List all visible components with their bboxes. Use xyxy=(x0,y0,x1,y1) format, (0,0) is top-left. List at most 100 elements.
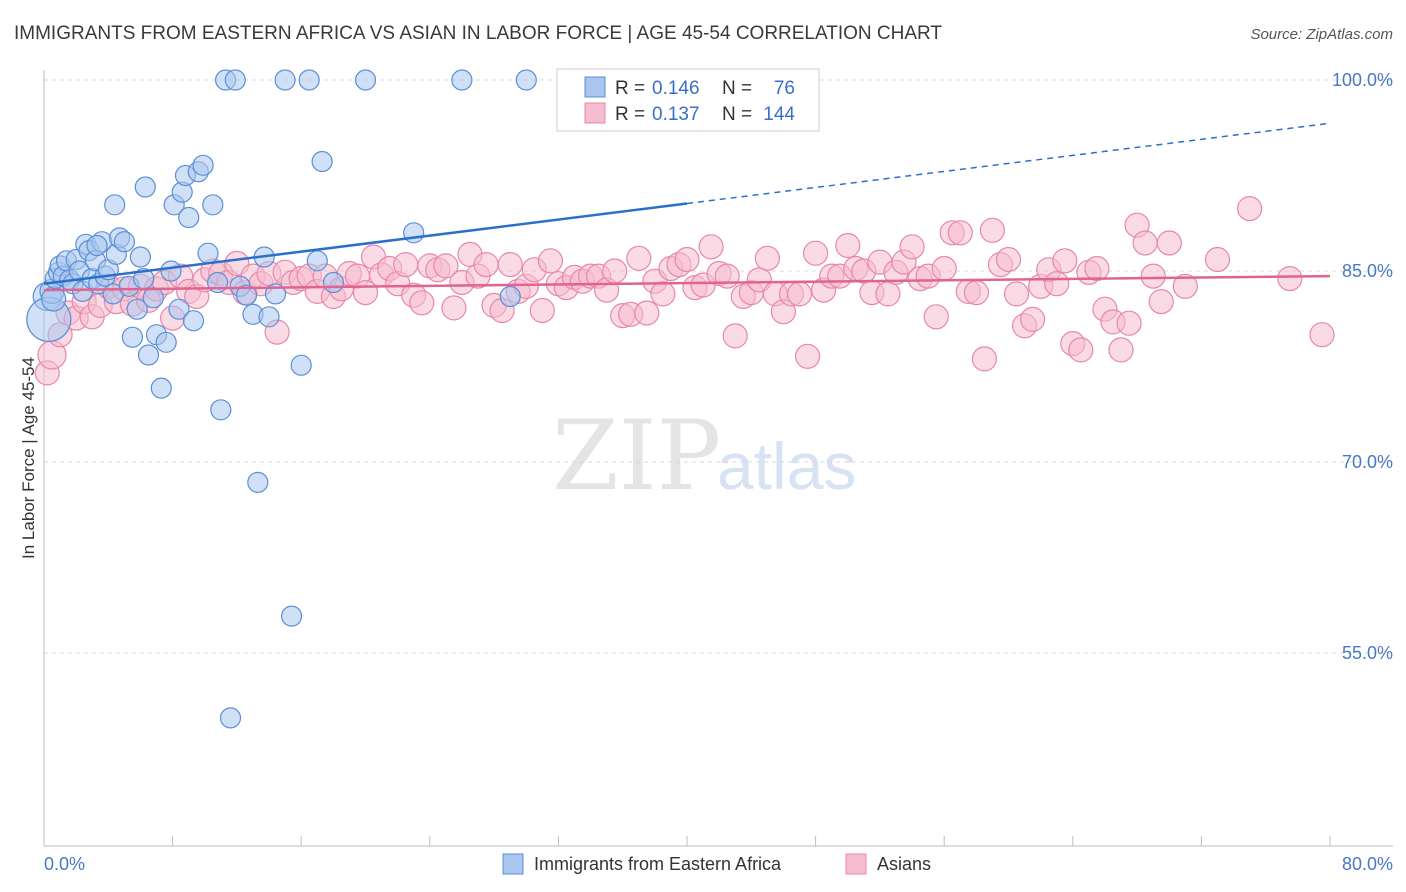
asians-point-144 xyxy=(1277,266,1303,292)
eastern-africa-point-36 xyxy=(160,260,182,282)
asians-point-112 xyxy=(931,255,957,282)
legend-n-label-2: N = xyxy=(722,104,752,125)
asians-point-126 xyxy=(1044,271,1070,297)
asians-point-145 xyxy=(1309,322,1335,348)
y-tick-label-2: 85.0% xyxy=(1342,261,1393,281)
asians-point-141 xyxy=(1172,273,1198,299)
eastern-africa-point-75 xyxy=(86,234,108,257)
eastern-africa-point-50 xyxy=(219,707,242,729)
legend-n-value-2: 144 xyxy=(763,104,795,125)
legend-r-label-1: R = xyxy=(615,78,645,99)
eastern-africa-point-73 xyxy=(134,176,156,198)
eastern-africa-point-58 xyxy=(264,283,287,305)
asians-point-71 xyxy=(602,258,628,284)
asians-point-63 xyxy=(537,248,564,274)
eastern-africa-point-63 xyxy=(306,250,328,272)
eastern-africa-point-46 xyxy=(202,194,224,216)
asians-point-111 xyxy=(923,304,949,330)
chart-title: IMMIGRANTS FROM EASTERN AFRICA VS ASIAN … xyxy=(14,23,942,44)
asians-point-80 xyxy=(674,246,700,273)
asians-point-77 xyxy=(650,281,676,307)
eastern-africa-point-35 xyxy=(155,331,177,353)
asians-point-120 xyxy=(995,246,1022,273)
asians-point-85 xyxy=(714,263,740,289)
asians-point-100 xyxy=(835,232,861,259)
asians-point-129 xyxy=(1068,337,1094,363)
asians-point-135 xyxy=(1116,310,1142,336)
legend-swatch-blue xyxy=(584,76,606,98)
bottom-legend-swatch-pink xyxy=(845,853,867,875)
legend-r-label-2: R = xyxy=(615,104,645,125)
eastern-africa-point-53 xyxy=(235,284,258,306)
eastern-africa-point-27 xyxy=(121,326,143,348)
asians-point-95 xyxy=(794,343,821,369)
asians-point-58 xyxy=(497,252,523,278)
watermark-atlas: atlas xyxy=(717,429,856,503)
asians-point-134 xyxy=(1108,337,1134,363)
asians-point-117 xyxy=(971,346,998,372)
asians-point-127 xyxy=(1052,248,1078,274)
eastern-africa-point-45 xyxy=(197,242,219,264)
asians-point-118 xyxy=(979,217,1006,243)
x-tick-label-max: 80.0% xyxy=(1342,854,1393,874)
eastern-africa-point-66 xyxy=(354,69,377,91)
asians-point-131 xyxy=(1084,255,1110,282)
trend-line-eastern-africa xyxy=(43,202,688,285)
eastern-africa-point-48 xyxy=(210,399,232,421)
eastern-africa-point-69 xyxy=(499,285,521,308)
eastern-africa-point-61 xyxy=(290,354,312,376)
eastern-africa-point-65 xyxy=(322,271,344,294)
asians-point-140 xyxy=(1156,230,1182,256)
asians-point-74 xyxy=(626,245,652,271)
asians-point-142 xyxy=(1204,246,1231,273)
eastern-africa-point-29 xyxy=(129,246,151,268)
eastern-africa-point-44 xyxy=(192,154,214,176)
asians-point-45 xyxy=(393,252,419,278)
asians-point-94 xyxy=(786,281,813,307)
eastern-africa-point-70 xyxy=(515,69,537,91)
legend-box: R = 0.146 N = 76 R = 0.137 N = 144 xyxy=(556,68,820,132)
legend-n-value-1: 76 xyxy=(774,78,795,99)
asians-point-83 xyxy=(698,234,724,260)
chart-source: Source: ZipAtlas.com xyxy=(1250,26,1393,43)
asians-point-55 xyxy=(473,252,499,278)
y-tick-label-3: 100.0% xyxy=(1332,70,1393,90)
asians-point-116 xyxy=(963,280,990,306)
trend-line-eastern-africa-extension xyxy=(686,122,1331,205)
series-asians-points xyxy=(34,196,1335,386)
bottom-legend-label-asians: Asians xyxy=(877,854,931,874)
series-eastern-africa-points xyxy=(26,69,627,729)
bottom-legend-swatch-blue xyxy=(502,853,524,875)
y-tick-labels: 55.0% 70.0% 85.0% 100.0% xyxy=(1332,70,1393,663)
asians-point-137 xyxy=(1132,230,1158,256)
asians-point-121 xyxy=(1003,281,1030,307)
asians-point-50 xyxy=(433,253,459,279)
asians-point-108 xyxy=(899,234,925,260)
eastern-africa-point-34 xyxy=(150,377,172,399)
eastern-africa-point-32 xyxy=(142,287,164,309)
eastern-africa-point-38 xyxy=(168,298,190,320)
eastern-africa-point-74 xyxy=(104,194,126,216)
asians-point-105 xyxy=(875,281,901,307)
asians-point-51 xyxy=(441,295,467,321)
asians-point-139 xyxy=(1148,289,1174,315)
asians-point-62 xyxy=(529,297,555,324)
watermark-zip: ZIP xyxy=(552,400,721,512)
eastern-africa-point-59 xyxy=(274,69,296,91)
asians-point-75 xyxy=(634,300,660,326)
eastern-africa-point-42 xyxy=(182,310,205,332)
eastern-africa-point-55 xyxy=(247,471,269,493)
eastern-africa-point-57 xyxy=(258,306,280,328)
eastern-africa-point-51 xyxy=(224,69,246,91)
asians-point-86 xyxy=(722,323,748,349)
grid-layer xyxy=(44,79,1393,654)
eastern-africa-point-64 xyxy=(311,150,333,173)
trend-lines xyxy=(43,122,1331,292)
asians-point-138 xyxy=(1140,263,1166,289)
asians-point-90 xyxy=(754,245,781,271)
asians-point-123 xyxy=(1019,306,1046,332)
eastern-africa-point-62 xyxy=(298,69,320,91)
asians-point-96 xyxy=(802,240,829,266)
legend-swatch-pink xyxy=(584,102,606,124)
